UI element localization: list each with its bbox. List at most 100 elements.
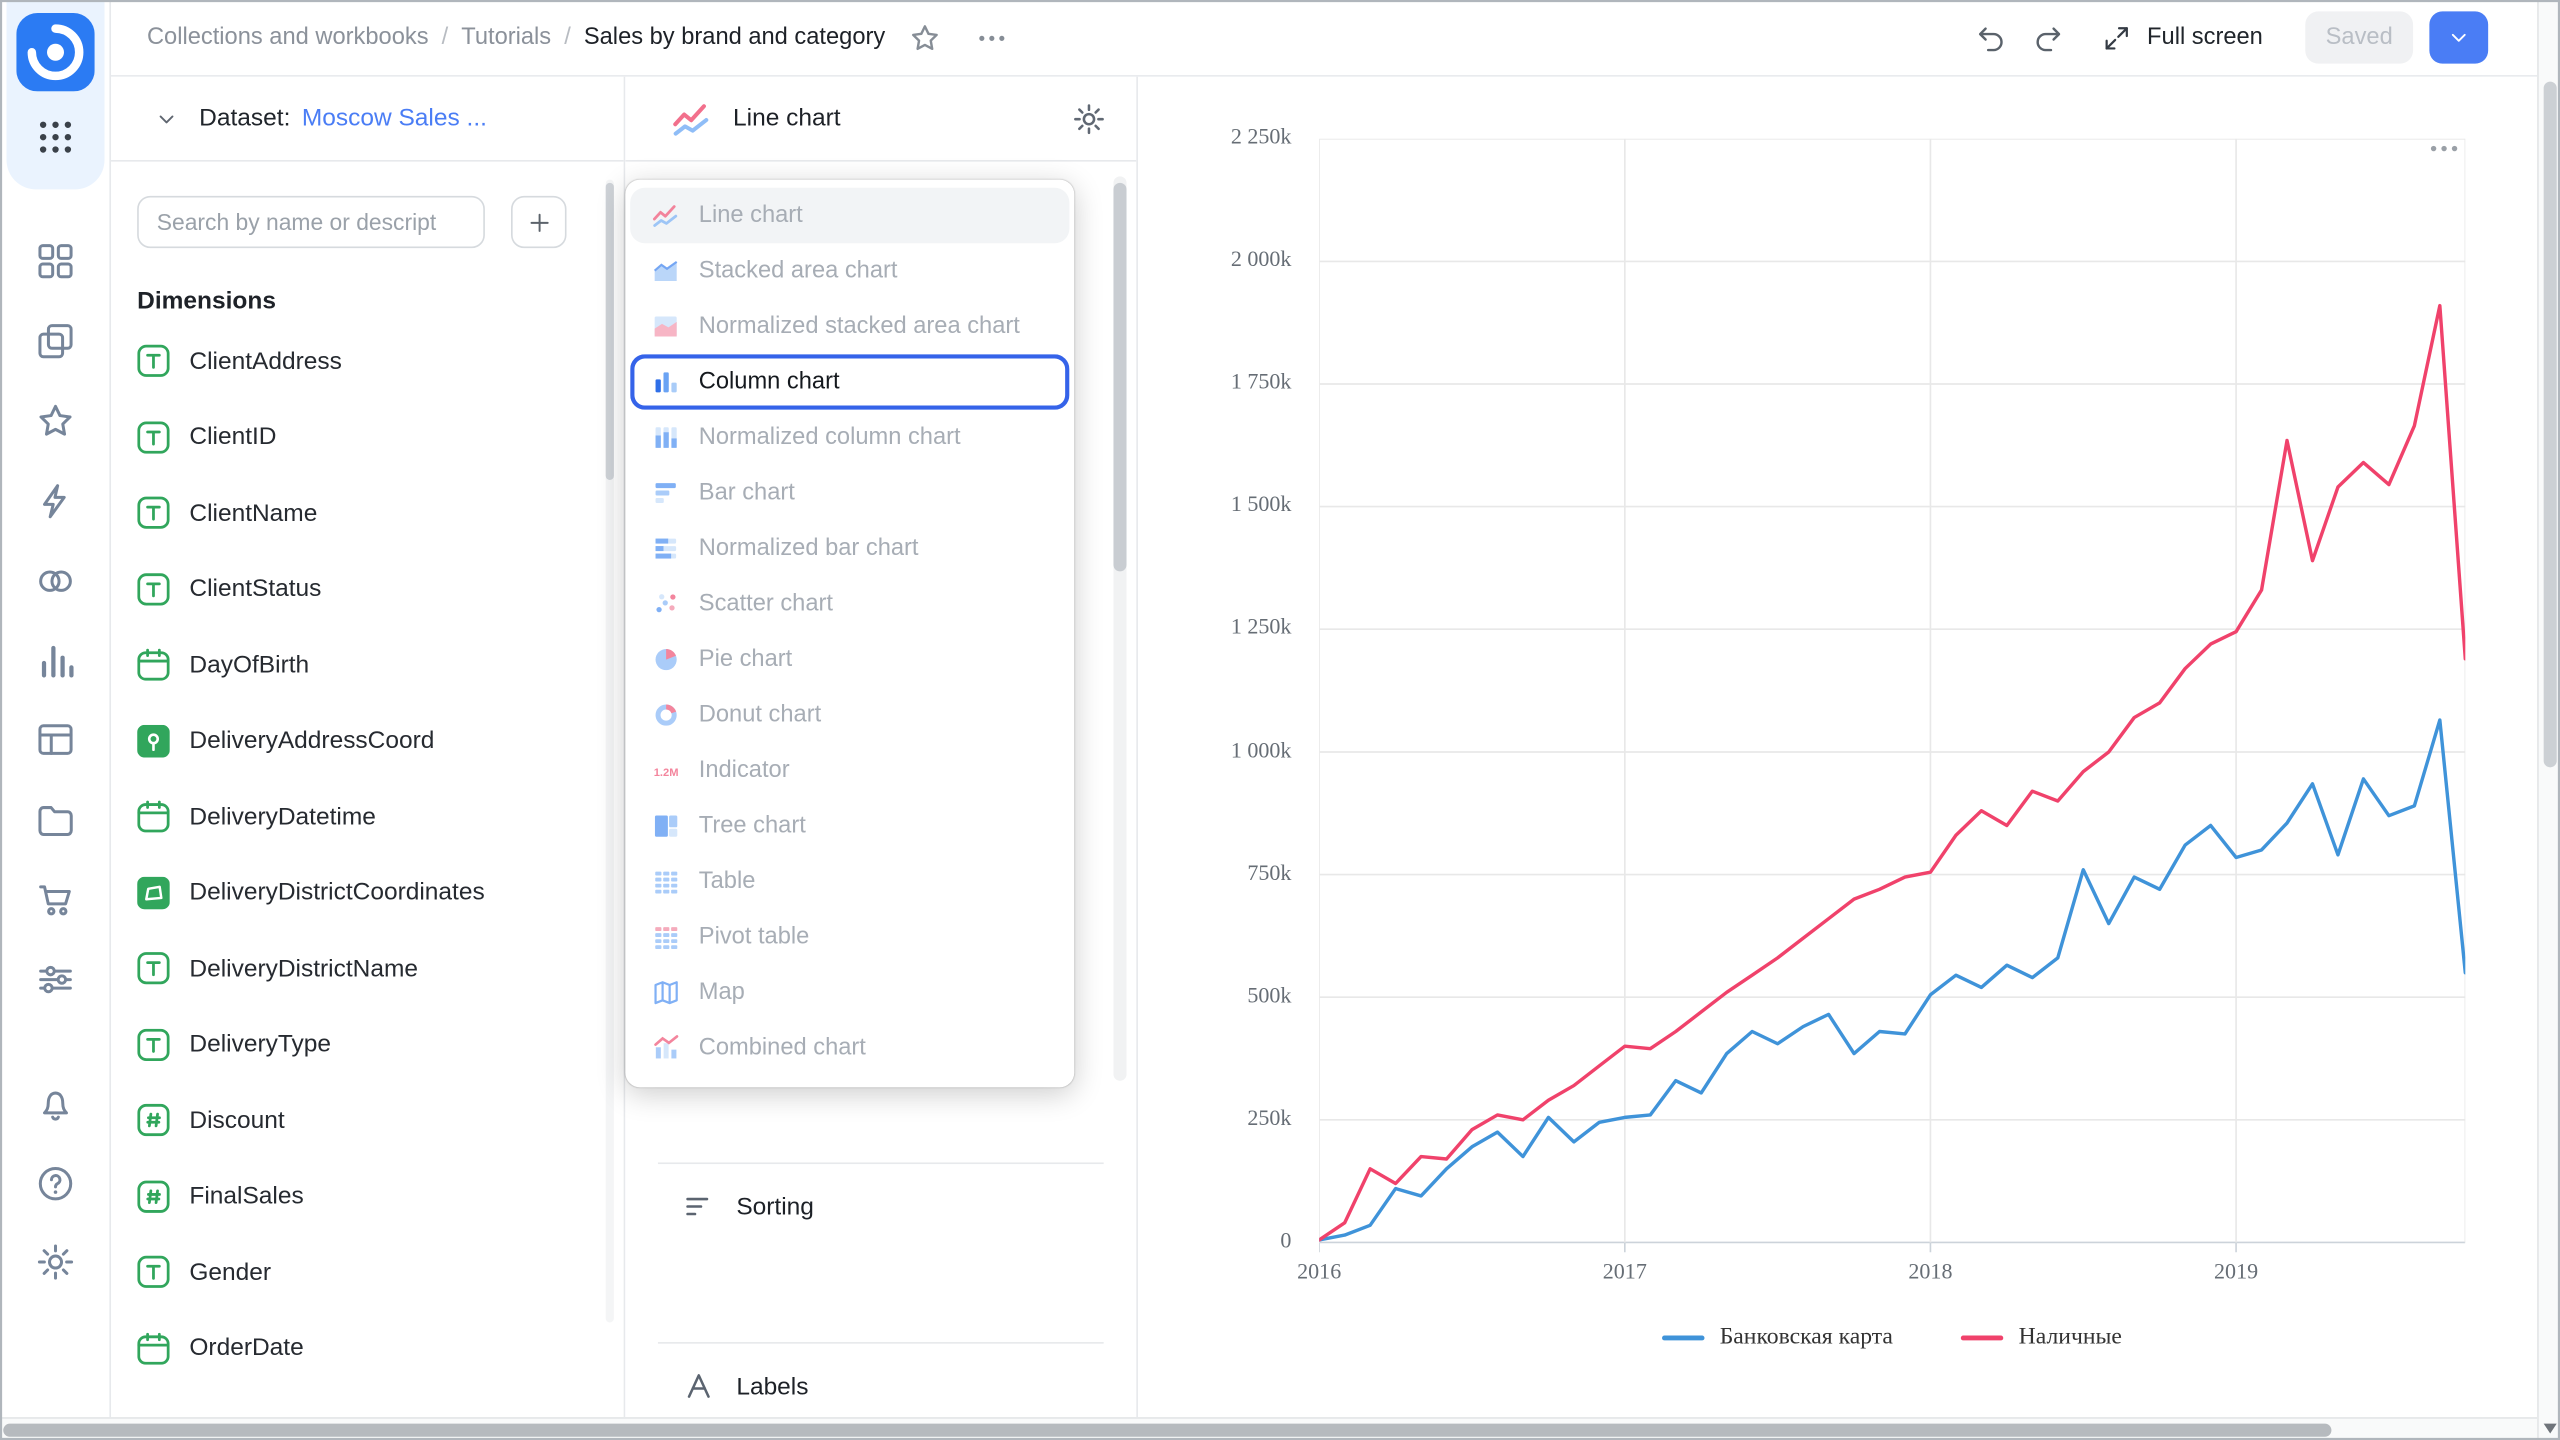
saved-button[interactable]: Saved xyxy=(2305,11,2414,64)
chart-type-option-label: Pie chart xyxy=(698,646,793,673)
storage-icon[interactable] xyxy=(34,798,76,840)
full-screen-label[interactable]: Full screen xyxy=(2147,24,2263,51)
chart-type-option-scatter-chart[interactable]: Scatter chart xyxy=(630,576,1069,632)
field-ClientStatus[interactable]: ClientStatus xyxy=(111,551,624,627)
chart-type-option-normalized-bar-chart[interactable]: Normalized bar chart xyxy=(630,521,1069,577)
legend-line-swatch xyxy=(1961,1335,2004,1341)
field-label: DeliveryDistrictCoordinates xyxy=(189,878,485,907)
field-type-date-icon xyxy=(137,800,170,833)
field-label: ClientStatus xyxy=(189,575,322,603)
dashboards-icon[interactable] xyxy=(34,240,76,282)
topbar-actions: Full screen Saved xyxy=(1974,11,2489,64)
chart-type-option-combined-chart[interactable]: Combined chart xyxy=(630,1020,1069,1076)
datasets-icon[interactable] xyxy=(34,718,76,760)
favorites-icon[interactable] xyxy=(34,400,76,442)
marketplace-icon[interactable] xyxy=(34,878,76,920)
y-axis-tick-label: 0 xyxy=(1280,1227,1292,1253)
vt-indicator-icon: 1.2M xyxy=(651,756,680,785)
breadcrumb: Collections and workbooks / Tutorials / Sale… xyxy=(147,24,885,50)
chart-type-option-indicator[interactable]: 1.2M Indicator xyxy=(630,743,1069,799)
redo-icon[interactable] xyxy=(2031,20,2065,54)
svg-text:1.2M: 1.2M xyxy=(654,767,679,779)
help-icon[interactable] xyxy=(34,1162,76,1204)
sorting-section[interactable]: Sorting xyxy=(657,1162,1104,1224)
save-dropdown-button[interactable] xyxy=(2429,11,2489,64)
collapse-chevron-icon[interactable] xyxy=(153,105,179,131)
field-type-date-icon xyxy=(137,1332,170,1365)
chart-type-option-bar-chart[interactable]: Bar chart xyxy=(630,465,1069,521)
chart-type-option-label: Bar chart xyxy=(698,479,795,507)
chart-type-option-label: Indicator xyxy=(698,757,790,784)
chart-type-option-tree-chart[interactable]: Tree chart xyxy=(630,798,1069,854)
labels-section[interactable]: Labels xyxy=(657,1342,1104,1404)
field-Gender[interactable]: Gender xyxy=(111,1234,624,1310)
chart-type-option-table[interactable]: Table xyxy=(630,854,1069,910)
field-Discount[interactable]: Discount xyxy=(111,1082,624,1158)
vertical-scrollbar-thumb[interactable] xyxy=(2543,81,2557,768)
dataset-name-link[interactable]: Moscow Sales ... xyxy=(301,104,487,133)
viz-scrollbar-thumb[interactable] xyxy=(1113,182,1127,572)
breadcrumb-item[interactable]: Collections and workbooks xyxy=(146,24,429,51)
field-ClientID[interactable]: ClientID xyxy=(111,399,624,475)
fullscreen-icon[interactable] xyxy=(2101,22,2132,53)
search-input[interactable] xyxy=(137,195,485,249)
chart-type-option-map[interactable]: Map xyxy=(630,965,1069,1021)
chart-menu-icon[interactable] xyxy=(2426,131,2462,167)
field-label: DeliveryDistrictName xyxy=(189,954,419,983)
field-DeliveryAddressCoord[interactable]: DeliveryAddressCoord xyxy=(111,703,624,779)
field-DeliveryType[interactable]: DeliveryType xyxy=(111,1007,624,1083)
add-field-button[interactable] xyxy=(511,195,567,249)
legend-label: Банковская карта xyxy=(1719,1324,1893,1351)
vertical-scrollbar xyxy=(2537,0,2560,1440)
chart-type-selector[interactable]: Line chart xyxy=(625,77,1137,162)
left-rail xyxy=(0,0,112,1440)
field-DayOfBirth[interactable]: DayOfBirth xyxy=(111,627,624,703)
field-label: ClientID xyxy=(189,423,277,452)
field-OrderDate[interactable]: OrderDate xyxy=(111,1310,624,1386)
field-ClientAddress[interactable]: ClientAddress xyxy=(111,323,624,399)
field-DeliveryDistrictCoordinates[interactable]: DeliveryDistrictCoordinates xyxy=(111,855,624,931)
chart-type-option-pie-chart[interactable]: Pie chart xyxy=(630,632,1069,688)
collections-icon[interactable] xyxy=(34,320,76,362)
y-axis-tick-label: 1 500k xyxy=(1230,491,1292,517)
field-label: DeliveryType xyxy=(189,1030,331,1059)
chart-type-option-normalized-column-chart[interactable]: Normalized column chart xyxy=(630,410,1069,466)
chart-type-option-stacked-area-chart[interactable]: Stacked area chart xyxy=(630,243,1069,299)
chart-type-option-pivot-table[interactable]: Pivot table xyxy=(630,909,1069,965)
chart-type-option-donut-chart[interactable]: Donut chart xyxy=(630,687,1069,743)
field-DeliveryDistrictName[interactable]: DeliveryDistrictName xyxy=(111,931,624,1007)
dataset-scrollbar-thumb[interactable] xyxy=(605,182,614,480)
favorite-star-icon[interactable] xyxy=(908,20,942,54)
chart-type-option-label: Donut chart xyxy=(698,702,822,729)
more-menu-icon[interactable] xyxy=(975,20,1009,54)
apps-grid-icon[interactable] xyxy=(34,116,76,158)
settings-icon[interactable] xyxy=(34,1241,76,1283)
filters-icon[interactable] xyxy=(34,958,76,1000)
breadcrumb-item[interactable]: Tutorials xyxy=(461,24,552,51)
y-axis-tick-label: 750k xyxy=(1247,859,1292,885)
field-DeliveryDatetime[interactable]: DeliveryDatetime xyxy=(111,779,624,855)
field-type-text-icon xyxy=(137,572,170,606)
legend-item[interactable]: Наличные xyxy=(1961,1324,2122,1352)
vt-area-norm-icon xyxy=(651,312,680,341)
services-icon[interactable] xyxy=(34,560,76,602)
notifications-icon[interactable] xyxy=(34,1082,76,1124)
horizontal-scrollbar-thumb[interactable] xyxy=(3,1423,2332,1437)
chart-type-option-line-chart[interactable]: Line chart xyxy=(630,187,1070,244)
chart-type-option-label: Stacked area chart xyxy=(698,257,898,285)
breadcrumb-separator: / xyxy=(441,24,449,51)
vt-area-icon xyxy=(651,256,680,285)
field-FinalSales[interactable]: FinalSales xyxy=(111,1158,624,1234)
datalens-logo[interactable] xyxy=(16,13,95,92)
gear-icon[interactable] xyxy=(1071,100,1107,136)
legend-item[interactable]: Банковская карта xyxy=(1662,1324,1893,1352)
chart-type-option-normalized-stacked-area-chart[interactable]: Normalized stacked area chart xyxy=(630,299,1069,355)
charts-icon[interactable] xyxy=(34,640,76,682)
undo-icon[interactable] xyxy=(1974,20,2008,54)
chart-type-option-column-chart[interactable]: Column chart xyxy=(630,354,1069,410)
field-ClientName[interactable]: ClientName xyxy=(111,475,624,551)
x-axis-tick-label: 2019 xyxy=(2214,1258,2259,1284)
functions-icon[interactable] xyxy=(34,480,76,522)
scroll-down-arrow-icon[interactable] xyxy=(2543,1423,2557,1434)
